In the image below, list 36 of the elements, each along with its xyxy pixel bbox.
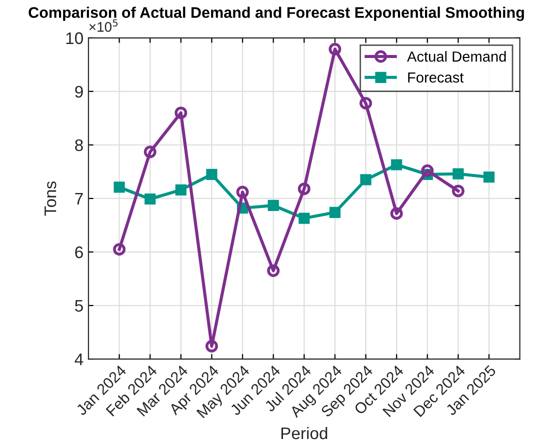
point bbox=[236, 186, 249, 198]
point bbox=[175, 184, 186, 196]
point bbox=[268, 200, 279, 211]
point bbox=[174, 106, 188, 120]
point bbox=[483, 172, 495, 183]
point bbox=[114, 182, 125, 193]
point bbox=[298, 182, 310, 196]
point bbox=[421, 164, 434, 177]
point bbox=[452, 184, 464, 198]
point bbox=[360, 96, 372, 110]
y-tick-label: 7 bbox=[75, 193, 83, 205]
point bbox=[452, 168, 464, 180]
point bbox=[391, 159, 402, 170]
legend-label: Actual Demand bbox=[407, 51, 506, 62]
point bbox=[113, 243, 126, 256]
point bbox=[144, 146, 156, 158]
y-tick-label: 6 bbox=[75, 246, 83, 258]
point bbox=[206, 168, 218, 180]
point bbox=[328, 42, 342, 56]
y-tick-label: 4 bbox=[74, 354, 84, 366]
chart-title: Comparison of Actual Demand and Forecast Exponential Smoothing bbox=[28, 6, 524, 21]
point bbox=[267, 264, 280, 277]
text: ×10$^{5}$ bbox=[89, 19, 118, 32]
y-tick-label: 8 bbox=[75, 139, 83, 152]
point bbox=[298, 212, 310, 224]
point bbox=[360, 174, 372, 186]
legend-label: Forecast bbox=[408, 72, 464, 83]
y-tick-label: 9 bbox=[75, 86, 83, 98]
point bbox=[390, 207, 403, 220]
point bbox=[144, 193, 156, 205]
y-tick-label: 10 bbox=[66, 32, 83, 44]
point bbox=[329, 206, 341, 218]
x-axis-title: Period bbox=[281, 426, 328, 440]
point bbox=[205, 340, 218, 352]
y-tick-label: 5 bbox=[75, 300, 83, 312]
y-axis-title: Tons bbox=[44, 181, 56, 216]
